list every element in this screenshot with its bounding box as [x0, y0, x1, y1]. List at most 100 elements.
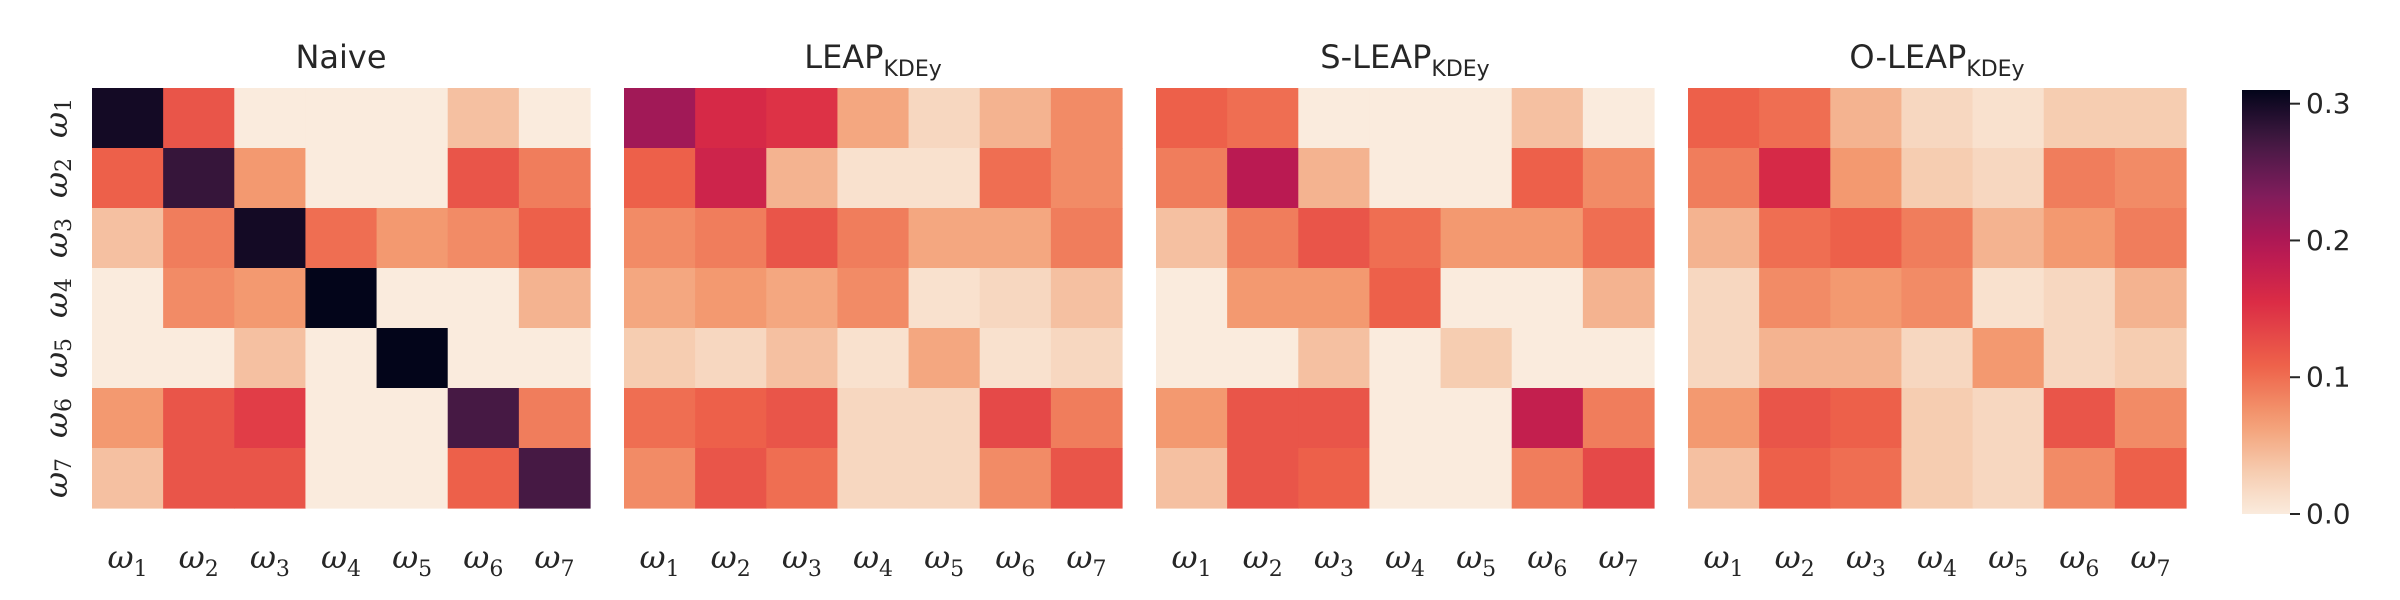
heatmap-cell — [1688, 208, 1760, 269]
x-tick-label: ω3 — [1314, 538, 1354, 582]
heatmap-cell — [376, 448, 449, 509]
x-tick-label: ω2 — [711, 538, 751, 582]
heatmap-cell — [2043, 88, 2116, 149]
x-tick-label: ω2 — [179, 538, 219, 582]
heatmap-cell — [1688, 268, 1760, 329]
heatmap-cell — [979, 328, 1052, 389]
heatmap-cell — [447, 448, 520, 509]
heatmap-cell — [234, 148, 307, 209]
heatmap-cell — [1369, 268, 1442, 329]
heatmap-cell — [766, 88, 839, 149]
heatmap-cell — [1972, 208, 2045, 269]
heatmap-cell — [1369, 328, 1442, 389]
heatmap-cell — [837, 448, 910, 509]
x-tick-label: ω7 — [1066, 538, 1106, 582]
heatmap-cell — [518, 88, 591, 149]
heatmap-cell — [624, 328, 696, 389]
y-tick-label: ω6 — [37, 398, 77, 438]
x-tick-label: ω2 — [1775, 538, 1815, 582]
heatmap-cell — [1050, 448, 1123, 509]
x-tick-label: ω2 — [1243, 538, 1283, 582]
heatmap-cell — [447, 328, 520, 389]
heatmap-cell — [447, 148, 520, 209]
heatmap-cell — [908, 88, 981, 149]
heatmap-cell — [1369, 448, 1442, 509]
colorbar-gradient — [2242, 90, 2290, 514]
heatmap-cell — [908, 208, 981, 269]
y-tick-label: ω1 — [37, 98, 77, 138]
heatmap-cell — [766, 148, 839, 209]
heatmap-cell — [1440, 268, 1513, 329]
heatmap-cell — [1440, 328, 1513, 389]
colorbar-tick-label: 0.2 — [2306, 224, 2351, 257]
heatmap-cell — [2114, 148, 2187, 209]
heatmap-cell — [518, 388, 591, 449]
heatmap-cell — [1759, 448, 1831, 509]
heatmap-cell — [837, 328, 910, 389]
heatmap-cell — [1830, 448, 1903, 509]
heatmap-cell — [305, 268, 378, 329]
heatmap-cell — [1901, 268, 1974, 329]
heatmap-cell — [1582, 448, 1655, 509]
colorbar-tick-label: 0.0 — [2306, 498, 2351, 531]
heatmap-cell — [1830, 88, 1903, 149]
heatmap-cell — [163, 268, 235, 329]
heatmap-cell — [766, 448, 839, 509]
heatmap-cell — [1759, 328, 1831, 389]
heatmap-cell — [2114, 328, 2187, 389]
heatmap-cell — [1298, 208, 1371, 269]
heatmap-cell — [1972, 448, 2045, 509]
heatmap-cell — [1582, 268, 1655, 329]
heatmap-cell — [2114, 208, 2187, 269]
heatmap-cell — [376, 148, 449, 209]
heatmap-cell — [92, 328, 164, 389]
heatmap-cell — [1759, 148, 1831, 209]
heatmap-cell — [305, 88, 378, 149]
heatmap-cell — [1440, 148, 1513, 209]
heatmap-cell — [305, 148, 378, 209]
heatmap-cell — [518, 268, 591, 329]
heatmap-cell — [1830, 328, 1903, 389]
heatmap-cell — [2043, 388, 2116, 449]
x-tick-label: ω4 — [1917, 538, 1957, 582]
heatmap-cell — [1298, 448, 1371, 509]
x-tick-label: ω1 — [1704, 538, 1744, 582]
heatmap-cell — [979, 388, 1052, 449]
heatmap-cell — [695, 448, 767, 509]
heatmap-cell — [163, 388, 235, 449]
heatmap-cell — [2043, 448, 2116, 509]
heatmap-cell — [447, 388, 520, 449]
heatmap-cell — [376, 208, 449, 269]
heatmap-cell — [1972, 88, 2045, 149]
heatmap-cell — [1369, 88, 1442, 149]
heatmap-cell — [1688, 148, 1760, 209]
heatmap-cell — [1901, 208, 1974, 269]
heatmap-cell — [1972, 388, 2045, 449]
heatmap-cell — [1050, 268, 1123, 329]
heatmap-cell — [766, 328, 839, 389]
heatmap-cell — [1511, 88, 1584, 149]
colorbar-tick-label: 0.1 — [2306, 361, 2351, 394]
heatmap-cell — [234, 328, 307, 389]
heatmap-cell — [92, 268, 164, 329]
heatmap-cell — [234, 448, 307, 509]
heatmap-cell — [1050, 388, 1123, 449]
heatmap-cell — [1440, 88, 1513, 149]
heatmap-cell — [305, 448, 378, 509]
heatmap-cell — [1156, 328, 1228, 389]
heatmap-cell — [1298, 328, 1371, 389]
heatmap-cell — [163, 208, 235, 269]
heatmap-cell — [518, 448, 591, 509]
heatmap-cell — [695, 388, 767, 449]
heatmap-cell — [1298, 388, 1371, 449]
heatmap-cell — [234, 268, 307, 329]
y-tick-label: ω7 — [37, 458, 77, 498]
heatmap-cell — [1440, 208, 1513, 269]
heatmap-cell — [908, 388, 981, 449]
heatmap-cell — [2043, 208, 2116, 269]
heatmap-cell — [1156, 388, 1228, 449]
heatmap-cell — [518, 208, 591, 269]
heatmap-cell — [1050, 208, 1123, 269]
heatmap-cell — [305, 328, 378, 389]
heatmap-cell — [234, 388, 307, 449]
